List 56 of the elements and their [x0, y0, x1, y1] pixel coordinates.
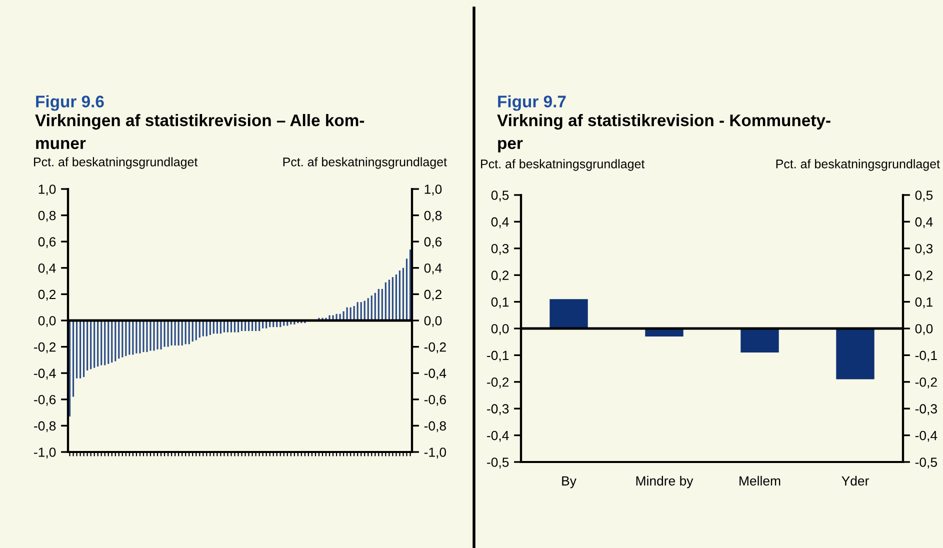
y-tick-label: 0,0 [491, 324, 509, 335]
y-tick-label: -0,2 [487, 377, 509, 388]
y-tick-label: -0,5 [487, 458, 509, 468]
y2-tick-label: 0,2 [424, 290, 442, 301]
y2-tick-label: -0,4 [915, 430, 938, 442]
y2-tick-label: 0,4 [915, 217, 933, 228]
chart-title: Figur 9.6 [36, 95, 104, 111]
y2-tick-label: -0,1 [915, 350, 937, 362]
y-tick-label: -1,0 [34, 448, 56, 458]
y2-tick-label: 0,5 [915, 190, 933, 202]
y2-tick-label: -0,2 [424, 342, 446, 354]
y2-tick-label: 0,0 [915, 324, 933, 335]
y2-tick-label: 0,2 [915, 270, 932, 282]
y-tick-label: -0,1 [487, 350, 509, 362]
y-tick-label: -0,3 [487, 404, 509, 416]
y2-tick-label: -0,6 [424, 394, 446, 406]
y2-tick-label: -0,4 [424, 368, 446, 380]
y2-tick-label: -0,2 [915, 377, 937, 388]
y2-tick-label: 0,6 [424, 237, 442, 248]
y-tick-label: 0,1 [491, 297, 509, 308]
y-tick-label: 0,0 [38, 316, 56, 327]
y-tick-label: 0,5 [491, 190, 509, 202]
y-tick-label: -0,4 [487, 430, 509, 442]
y2-tick-label: 0,8 [424, 210, 442, 222]
y-tick-label: -0,4 [34, 368, 56, 380]
x-tick-label: Mellem [740, 476, 780, 486]
y2-tick-label: -0,8 [424, 421, 446, 432]
y2-tick-label: 1,0 [424, 184, 442, 196]
chart-title: Figur 9.7 [498, 95, 566, 111]
x-tick-label: Yder [842, 476, 869, 486]
y-tick-label: 0,4 [491, 217, 509, 228]
y-tick-label: 0,4 [38, 263, 56, 274]
x-tick-label: By [562, 476, 576, 488]
y2-axis-title: Pct. af beskatningsgrundlaget [776, 159, 940, 171]
y-tick-label: -0,2 [34, 342, 56, 354]
chart-subtitle: Virkning af statistikrevision - Kommunety- per [497, 114, 830, 152]
chart-subtitle: Virkningen af statistikrevision – Alle kom- muner [35, 114, 364, 150]
y-tick-label: -0,8 [34, 421, 56, 432]
y2-tick-label: -0,5 [915, 458, 937, 468]
y2-axis-title: Pct. af beskatningsgrundlaget [283, 157, 447, 169]
y-tick-label: 0,2 [38, 290, 56, 301]
x-tick-label: Mindre by [636, 476, 694, 488]
y2-tick-label: 0,4 [424, 263, 442, 274]
y-tick-label: 0,8 [38, 210, 56, 222]
y2-tick-label: -0,3 [915, 404, 937, 416]
y-tick-label: 0,2 [491, 270, 509, 282]
y2-tick-label: 0,3 [915, 244, 933, 255]
y-tick-label: -0,6 [34, 394, 56, 406]
y-tick-label: 0,6 [38, 237, 56, 248]
y2-tick-label: 0,1 [915, 297, 933, 308]
y-axis-title: Pct. af beskatningsgrundlaget [481, 159, 645, 171]
y2-tick-label: -1,0 [424, 448, 446, 458]
y2-tick-label: 0,0 [424, 316, 442, 327]
y-tick-label: 0,3 [491, 244, 509, 255]
y-axis-title: Pct. af beskatningsgrundlaget [34, 157, 198, 169]
y-tick-label: 1,0 [38, 184, 56, 196]
